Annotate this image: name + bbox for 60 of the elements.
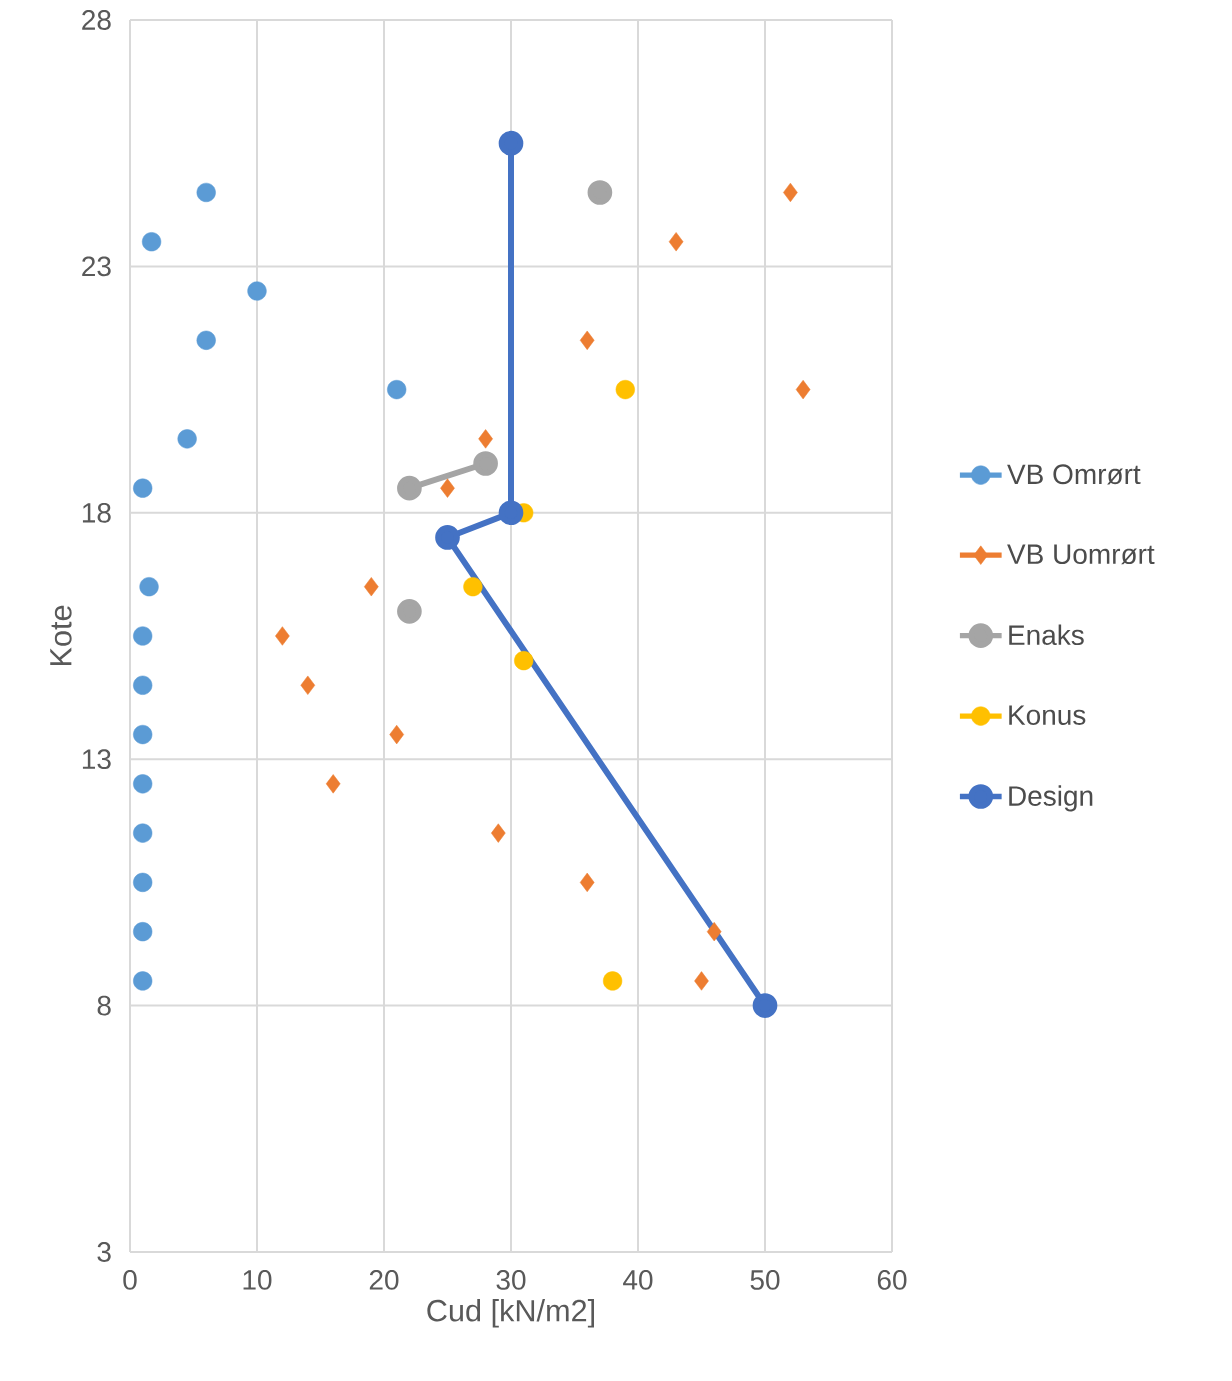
point xyxy=(752,993,778,1018)
point xyxy=(133,823,153,843)
x-tick-label: 20 xyxy=(369,1270,399,1290)
point xyxy=(603,971,623,991)
x-tick-label: 40 xyxy=(623,1270,653,1290)
point xyxy=(498,500,524,526)
point xyxy=(133,922,153,942)
point xyxy=(587,180,613,205)
point xyxy=(397,599,422,624)
legend-label: VB Omrørt xyxy=(1007,464,1141,485)
x-tick-label: 50 xyxy=(750,1270,780,1290)
legend-label: VB Uomrørt xyxy=(1007,544,1155,565)
point xyxy=(133,872,153,892)
y-tick-label: 3 xyxy=(97,1242,111,1262)
point xyxy=(364,577,379,597)
y-tick-label: 23 xyxy=(82,256,111,277)
point xyxy=(325,774,341,794)
y-tick-label: 28 xyxy=(82,10,111,30)
y-tick-label: 8 xyxy=(97,995,111,1016)
y-tick-label: 18 xyxy=(82,502,111,523)
point xyxy=(196,182,216,203)
point xyxy=(275,626,290,646)
point xyxy=(389,724,404,745)
legend-label: Enaks xyxy=(1009,624,1084,646)
point xyxy=(514,651,534,671)
point xyxy=(668,232,684,252)
point xyxy=(387,379,407,400)
point xyxy=(579,330,595,350)
point xyxy=(300,675,316,695)
y-axis-title: Kote xyxy=(50,605,72,666)
x-tick-label: 0 xyxy=(123,1270,137,1290)
x-tick-label: 30 xyxy=(496,1270,526,1290)
point xyxy=(139,577,159,597)
point xyxy=(579,872,595,892)
point xyxy=(141,232,162,252)
point xyxy=(783,182,798,203)
point xyxy=(133,971,153,991)
point xyxy=(706,922,722,942)
point xyxy=(795,379,811,400)
point xyxy=(133,724,153,745)
point xyxy=(463,577,483,597)
point xyxy=(694,971,709,991)
point xyxy=(196,330,216,350)
x-tick-label: 10 xyxy=(243,1270,272,1290)
point xyxy=(498,130,524,156)
legend-label: Konus xyxy=(1009,705,1086,725)
legend-label: Design xyxy=(1009,785,1093,812)
x-tick-label: 60 xyxy=(877,1270,907,1290)
point xyxy=(133,626,153,646)
point xyxy=(435,525,460,550)
point xyxy=(133,774,153,794)
x-axis-title: Cud [kN/m2] xyxy=(427,1299,594,1328)
point xyxy=(133,478,153,498)
y-tick-label: 13 xyxy=(82,749,111,770)
point xyxy=(478,429,493,449)
point xyxy=(133,675,153,695)
point xyxy=(491,823,506,843)
point xyxy=(615,379,635,400)
point xyxy=(247,281,267,301)
point xyxy=(177,429,197,449)
